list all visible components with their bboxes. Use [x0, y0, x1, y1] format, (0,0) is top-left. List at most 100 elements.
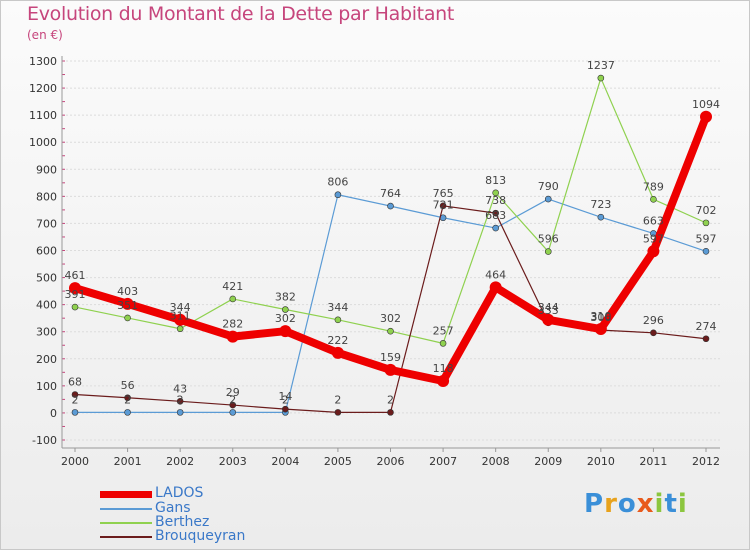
legend-swatch-berthez: [100, 522, 152, 524]
data-point-berthez-2010: [597, 74, 605, 82]
data-label-berthez-2006: 302: [380, 312, 401, 325]
data-label-gans-2007: 721: [433, 199, 454, 212]
data-point-lados-2010: [594, 323, 607, 336]
data-point-berthez-2006: [387, 327, 394, 335]
y-tick-label-500: 500: [36, 272, 57, 285]
x-tick-label-2006: 2006: [377, 455, 405, 468]
data-label-berthez-2005: 344: [327, 301, 348, 314]
data-point-berthez-2004: [282, 306, 289, 313]
y-tick-label-1200: 1200: [29, 82, 57, 95]
data-point-lados-2003: [226, 330, 239, 343]
data-point-berthez-2003: [229, 295, 237, 303]
y-tick-label-700: 700: [36, 217, 57, 230]
x-tick-label-2004: 2004: [271, 455, 299, 468]
data-label-brouqueyran-2010: 306: [590, 311, 611, 324]
data-label-berthez-2007: 257: [433, 324, 454, 337]
x-tick-label-2007: 2007: [429, 455, 457, 468]
chart-title: Evolution du Montant de la Dette par Hab…: [27, 3, 455, 25]
legend-swatch-lados: [100, 491, 152, 498]
data-point-gans-2001: [124, 409, 131, 416]
data-label-berthez-2012: 702: [696, 204, 717, 217]
data-point-gans-2005: [334, 191, 342, 199]
data-point-lados-2002: [174, 313, 187, 326]
data-label-berthez-2008: 813: [485, 174, 506, 187]
data-label-gans-2010: 723: [590, 198, 611, 211]
data-point-lados-2007: [437, 374, 450, 387]
data-label-gans-2001: 2: [124, 393, 131, 406]
data-label-brouqueyran-2011: 296: [643, 314, 664, 327]
y-tick-label-100: 100: [36, 380, 57, 393]
x-tick-label-2003: 2003: [219, 455, 247, 468]
data-point-berthez-2001: [124, 314, 131, 322]
data-point-gans-2009: [544, 195, 552, 203]
data-label-gans-2006: 764: [380, 187, 401, 200]
data-point-lados-2008: [489, 281, 502, 294]
data-label-berthez-2001: 351: [117, 299, 138, 312]
data-label-lados-2000: 461: [65, 269, 86, 282]
data-label-brouqueyran-2003: 29: [226, 386, 240, 399]
x-tick-label-2005: 2005: [324, 455, 352, 468]
y-tick-label-800: 800: [36, 190, 57, 203]
data-label-brouqueyran-2007: 765: [433, 187, 454, 200]
data-point-gans-2003: [229, 409, 237, 416]
data-point-berthez-2011: [650, 196, 657, 203]
data-label-berthez-2004: 382: [275, 291, 296, 304]
x-tick-label-2010: 2010: [587, 455, 615, 468]
data-label-lados-2004: 302: [275, 312, 296, 325]
data-point-lados-2005: [331, 346, 344, 359]
data-label-berthez-2002: 311: [170, 310, 191, 323]
data-label-gans-2003: 2: [229, 393, 236, 406]
data-point-lados-2012: [700, 110, 712, 123]
data-point-gans-2008: [492, 224, 499, 232]
data-label-brouqueyran-2002: 43: [173, 382, 187, 395]
x-tick-label-2012: 2012: [692, 455, 720, 468]
legend-label-lados: LADOS: [155, 485, 204, 501]
data-point-lados-2006: [384, 363, 397, 376]
proxiti-logo: Proxiti: [584, 489, 688, 519]
data-point-brouqueyran-2001: [124, 394, 131, 402]
y-tick-label-1100: 1100: [29, 109, 57, 122]
data-point-brouqueyran-2006: [387, 409, 394, 416]
data-point-brouqueyran-2012: [702, 335, 710, 343]
data-point-gans-2012: [702, 248, 710, 255]
chart-subtitle: (en €): [27, 28, 63, 42]
data-label-lados-2008: 464: [485, 268, 506, 281]
data-label-lados-2011: 597: [643, 232, 664, 245]
data-label-brouqueyran-2005: 2: [334, 393, 341, 406]
legend-label-berthez: Berthez: [155, 514, 210, 530]
data-point-brouqueyran-2004: [282, 405, 289, 413]
data-label-lados-2012: 1094: [692, 98, 720, 111]
data-point-brouqueyran-2002: [176, 397, 184, 405]
data-point-lados-2011: [647, 245, 660, 258]
legend-label-brouqueyran: Brouqueyran: [155, 528, 246, 544]
data-label-gans-2002: 2: [177, 393, 184, 406]
data-label-gans-2005: 806: [327, 176, 348, 189]
legend-swatch-gans: [100, 508, 152, 510]
data-point-berthez-2007: [439, 340, 447, 347]
data-point-lados-2001: [121, 297, 134, 310]
data-point-berthez-2009: [544, 248, 552, 255]
data-label-gans-2008: 683: [485, 209, 506, 222]
data-label-brouqueyran-2006: 2: [387, 393, 394, 406]
data-label-lados-2005: 222: [327, 334, 348, 347]
data-point-brouqueyran-2003: [229, 401, 237, 409]
data-label-brouqueyran-2008: 738: [485, 194, 506, 207]
data-label-berthez-2011: 789: [643, 180, 664, 193]
data-point-gans-2006: [387, 202, 394, 210]
data-point-berthez-2008: [492, 189, 499, 197]
y-tick-label-200: 200: [36, 353, 57, 366]
x-tick-label-2008: 2008: [482, 455, 510, 468]
x-tick-label-2000: 2000: [61, 455, 89, 468]
data-point-lados-2009: [542, 313, 555, 326]
y-tick-label-600: 600: [36, 245, 57, 258]
data-label-berthez-2003: 421: [222, 280, 243, 293]
data-label-gans-2011: 663: [643, 214, 664, 227]
data-point-berthez-2005: [334, 316, 342, 324]
x-tick-label-2001: 2001: [114, 455, 142, 468]
data-label-lados-2010: 310: [590, 310, 611, 323]
data-point-gans-2000: [71, 409, 79, 416]
data-point-gans-2010: [597, 213, 605, 221]
data-point-brouqueyran-2000: [71, 391, 79, 398]
